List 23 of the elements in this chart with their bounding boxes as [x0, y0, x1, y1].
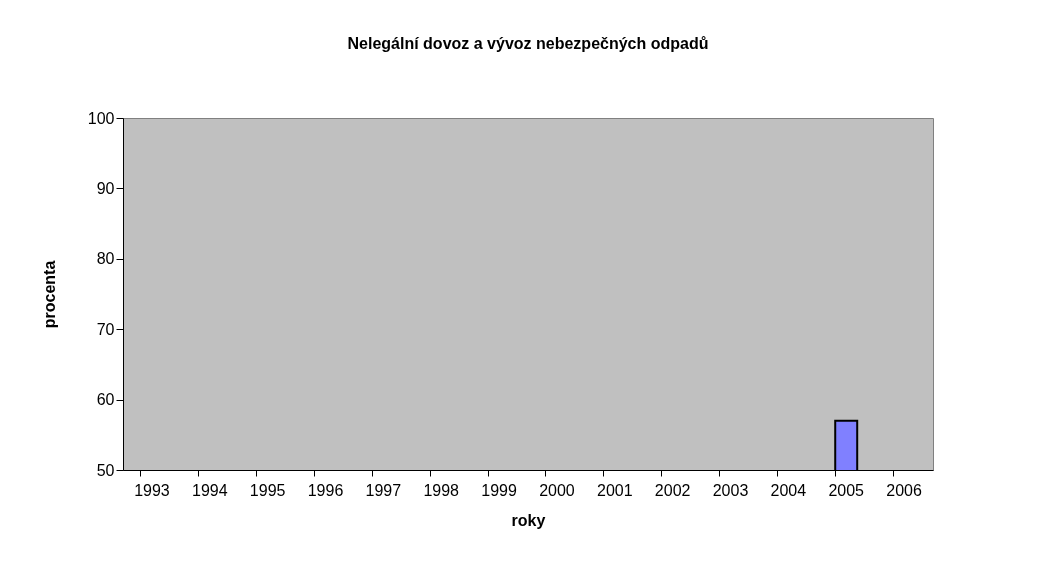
y-tick-label: 60 — [96, 391, 115, 409]
x-tick-label: 1994 — [191, 481, 228, 499]
x-axis-title: roky — [511, 511, 546, 529]
x-tick-label: 2000 — [539, 481, 575, 499]
x-tick-label: 1996 — [307, 481, 344, 499]
x-tick-label: 1995 — [249, 481, 286, 499]
y-tick-label: 90 — [96, 179, 115, 197]
y-axis-title: procenta — [40, 260, 58, 329]
y-tick-label: 70 — [96, 320, 115, 338]
x-tick-label: 1998 — [423, 481, 460, 499]
x-tick-label: 1999 — [481, 481, 517, 499]
y-tick-label: 80 — [96, 250, 115, 268]
x-tick-label: 2003 — [712, 481, 749, 499]
y-tick-label: 100 — [87, 109, 115, 127]
chart-title: Nelegální dovoz a vývoz nebezpečných odpadů — [347, 35, 709, 52]
y-tick-label: 50 — [96, 461, 115, 479]
x-tick-label: 2006 — [886, 481, 922, 499]
x-tick-label: 2001 — [596, 481, 633, 499]
x-tick-label: 1997 — [365, 481, 402, 499]
x-tick-label: 2002 — [654, 481, 691, 499]
x-tick-label: 1993 — [134, 481, 170, 499]
x-tick-label: 2004 — [770, 481, 807, 499]
x-tick-label: 2005 — [828, 481, 865, 499]
